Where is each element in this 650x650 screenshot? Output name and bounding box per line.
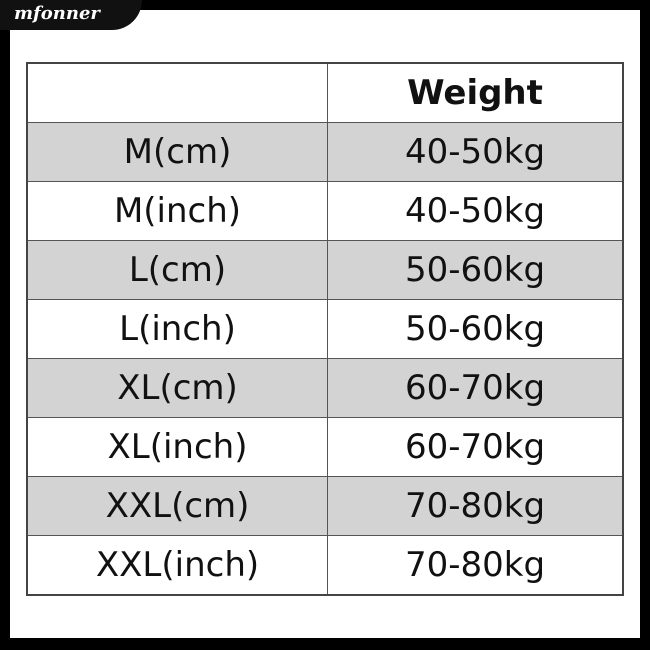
size-cell: L(inch)	[26, 299, 328, 359]
weight-cell: 50-60kg	[327, 299, 624, 359]
header-size	[26, 62, 328, 123]
size-cell: XXL(inch)	[26, 535, 328, 596]
table-row: XXL(inch) 70-80kg	[26, 535, 624, 596]
weight-cell: 70-80kg	[327, 476, 624, 536]
size-cell: M(inch)	[26, 181, 328, 241]
weight-cell: 40-50kg	[327, 122, 624, 182]
table-row: L(cm) 50-60kg	[26, 240, 624, 300]
weight-cell: 50-60kg	[327, 240, 624, 300]
size-cell: XL(inch)	[26, 417, 328, 477]
weight-cell: 60-70kg	[327, 417, 624, 477]
weight-cell: 60-70kg	[327, 358, 624, 418]
table-row: XL(inch) 60-70kg	[26, 417, 624, 477]
weight-cell: 40-50kg	[327, 181, 624, 241]
size-weight-table: Weight M(cm) 40-50kg M(inch) 40-50kg L(cm) 50…	[26, 62, 624, 596]
size-cell: M(cm)	[26, 122, 328, 182]
table-row: M(inch) 40-50kg	[26, 181, 624, 241]
header-weight: Weight	[327, 62, 624, 123]
size-cell: L(cm)	[26, 240, 328, 300]
table-row: XXL(cm) 70-80kg	[26, 476, 624, 536]
table-row: M(cm) 40-50kg	[26, 122, 624, 182]
size-cell: XXL(cm)	[26, 476, 328, 536]
table-row: L(inch) 50-60kg	[26, 299, 624, 359]
table-header-row: Weight	[26, 62, 624, 123]
weight-cell: 70-80kg	[327, 535, 624, 596]
brand-logo: mfonner	[0, 0, 142, 30]
size-cell: XL(cm)	[26, 358, 328, 418]
table-row: XL(cm) 60-70kg	[26, 358, 624, 418]
